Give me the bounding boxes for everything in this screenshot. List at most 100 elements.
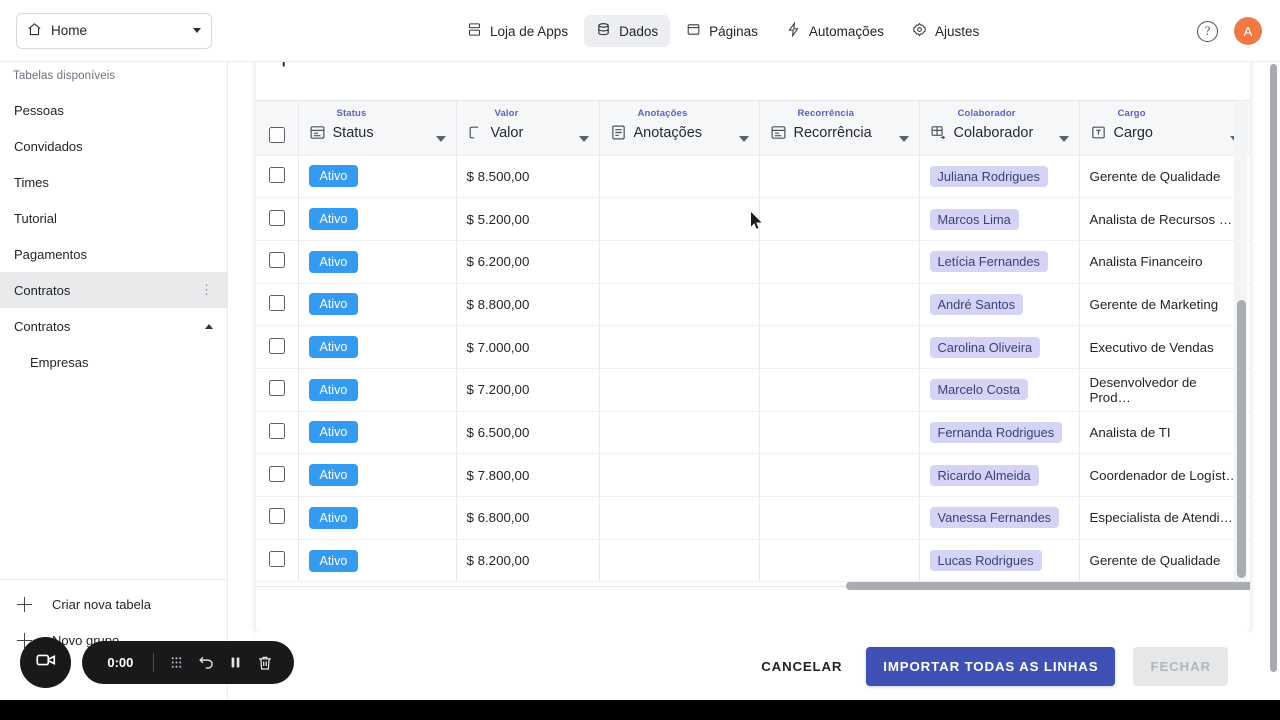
row-checkbox-cell[interactable] bbox=[256, 496, 299, 540]
table-row[interactable]: Ativo $ 6.200,00 Letícia Fernandes Analista… bbox=[256, 240, 1250, 284]
row-checkbox[interactable] bbox=[268, 209, 285, 226]
create-table-button[interactable]: Criar nova tabela bbox=[0, 586, 227, 622]
cell-colaborador[interactable]: Lucas Rodrigues bbox=[919, 539, 1080, 583]
nav-item-paginas[interactable]: Páginas bbox=[674, 15, 770, 47]
row-checkbox-cell[interactable] bbox=[256, 411, 299, 455]
cell-valor[interactable]: $ 7.800,00 bbox=[456, 453, 600, 497]
cell-colaborador[interactable]: Fernanda Rodrigues bbox=[919, 411, 1080, 455]
row-checkbox[interactable] bbox=[268, 337, 285, 354]
cell-recorrencia[interactable] bbox=[759, 283, 920, 327]
cell-cargo[interactable]: Gerente de Qualidade bbox=[1079, 539, 1250, 583]
row-checkbox[interactable] bbox=[268, 252, 285, 269]
table-row[interactable]: Ativo $ 7.800,00 Ricardo Almeida Coordenado… bbox=[256, 453, 1250, 497]
table-row[interactable]: Ativo $ 6.500,00 Fernanda Rodrigues Analist… bbox=[256, 411, 1250, 455]
sidebar-item-contratos[interactable]: Contratos ⋮ bbox=[0, 272, 227, 308]
chevron-down-icon[interactable] bbox=[738, 135, 749, 142]
cell-colaborador[interactable]: André Santos bbox=[919, 283, 1080, 327]
cell-anotacoes[interactable] bbox=[599, 496, 760, 540]
row-checkbox-cell[interactable] bbox=[256, 283, 299, 327]
cell-anotacoes[interactable] bbox=[599, 453, 760, 497]
cell-anotacoes[interactable] bbox=[599, 411, 760, 455]
table-row[interactable]: Ativo $ 8.800,00 André Santos Gerente de Ma… bbox=[256, 283, 1250, 327]
column-select-all[interactable] bbox=[256, 101, 299, 156]
cell-status[interactable]: Ativo bbox=[298, 539, 457, 583]
row-checkbox[interactable] bbox=[268, 380, 285, 397]
cell-colaborador[interactable]: Marcelo Costa bbox=[919, 368, 1080, 412]
chevron-up-icon[interactable] bbox=[205, 323, 213, 329]
recorder-camera-button[interactable] bbox=[20, 637, 71, 688]
row-checkbox-cell[interactable] bbox=[256, 325, 299, 369]
cell-cargo[interactable]: Gerente de Marketing bbox=[1079, 283, 1250, 327]
table-horizontal-scrollbar-thumb[interactable] bbox=[846, 582, 1250, 590]
cell-status[interactable]: Ativo bbox=[298, 240, 457, 284]
cell-colaborador[interactable]: Vanessa Fernandes bbox=[919, 496, 1080, 540]
pause-icon[interactable] bbox=[221, 654, 251, 671]
row-checkbox-cell[interactable] bbox=[256, 240, 299, 284]
table-row[interactable]: Ativo $ 8.200,00 Lucas Rodrigues Gerente de… bbox=[256, 539, 1250, 583]
cell-valor[interactable]: $ 6.800,00 bbox=[456, 496, 600, 540]
table-row[interactable]: Ativo $ 8.500,00 Juliana Rodrigues Gerente … bbox=[256, 155, 1250, 199]
column-header-recorrencia[interactable]: Recorrência Recorrência bbox=[759, 101, 920, 156]
more-options-icon[interactable]: ⋮ bbox=[200, 282, 213, 297]
cell-cargo[interactable]: Analista Financeiro bbox=[1079, 240, 1250, 284]
cell-anotacoes[interactable] bbox=[599, 155, 760, 199]
nav-item-ajustes[interactable]: Ajustes bbox=[900, 15, 991, 47]
row-checkbox-cell[interactable] bbox=[256, 155, 299, 199]
cell-colaborador[interactable]: Juliana Rodrigues bbox=[919, 155, 1080, 199]
cell-valor[interactable]: $ 8.800,00 bbox=[456, 283, 600, 327]
cell-valor[interactable]: $ 6.200,00 bbox=[456, 240, 600, 284]
close-button[interactable]: FECHAR bbox=[1133, 646, 1228, 686]
table-row[interactable]: Ativo $ 5.200,00 Marcos Lima Analista de Re… bbox=[256, 197, 1250, 241]
cell-cargo[interactable]: Executivo de Vendas bbox=[1079, 325, 1250, 369]
import-all-rows-button[interactable]: IMPORTAR TODAS AS LINHAS bbox=[866, 646, 1116, 686]
nav-item-automacoes[interactable]: Automações bbox=[774, 15, 896, 47]
chevron-down-icon[interactable] bbox=[435, 135, 446, 142]
table-vertical-scrollbar-thumb[interactable] bbox=[1236, 300, 1246, 578]
cell-valor[interactable]: $ 6.500,00 bbox=[456, 411, 600, 455]
select-all-checkbox[interactable] bbox=[268, 126, 285, 143]
cell-status[interactable]: Ativo bbox=[298, 325, 457, 369]
cell-status[interactable]: Ativo bbox=[298, 368, 457, 412]
cell-cargo[interactable]: Analista de Recursos … bbox=[1079, 197, 1250, 241]
chevron-down-icon[interactable] bbox=[578, 135, 589, 142]
table-row[interactable]: Ativo $ 6.800,00 Vanessa Fernandes Especial… bbox=[256, 496, 1250, 540]
sidebar-item-convidados[interactable]: Convidados bbox=[0, 128, 227, 164]
cell-cargo[interactable]: Especialista de Atendi… bbox=[1079, 496, 1250, 540]
row-checkbox[interactable] bbox=[268, 422, 285, 439]
cell-anotacoes[interactable] bbox=[599, 325, 760, 369]
sidebar-item-tutorial[interactable]: Tutorial bbox=[0, 200, 227, 236]
row-checkbox[interactable] bbox=[268, 166, 285, 183]
page-scrollbar-thumb[interactable] bbox=[1270, 64, 1277, 672]
cell-valor[interactable]: $ 7.000,00 bbox=[456, 325, 600, 369]
cell-recorrencia[interactable] bbox=[759, 453, 920, 497]
cell-status[interactable]: Ativo bbox=[298, 155, 457, 199]
row-checkbox-cell[interactable] bbox=[256, 453, 299, 497]
cell-status[interactable]: Ativo bbox=[298, 283, 457, 327]
column-header-anotacoes[interactable]: Anotações Anotações bbox=[599, 101, 760, 156]
cell-colaborador[interactable]: Ricardo Almeida bbox=[919, 453, 1080, 497]
cell-recorrencia[interactable] bbox=[759, 411, 920, 455]
undo-icon[interactable] bbox=[191, 653, 221, 672]
row-checkbox-cell[interactable] bbox=[256, 539, 299, 583]
cell-status[interactable]: Ativo bbox=[298, 453, 457, 497]
column-header-valor[interactable]: Valor Valor bbox=[456, 101, 600, 156]
cell-colaborador[interactable]: Marcos Lima bbox=[919, 197, 1080, 241]
cell-recorrencia[interactable] bbox=[759, 240, 920, 284]
cell-status[interactable]: Ativo bbox=[298, 496, 457, 540]
nav-item-loja-de-apps[interactable]: Loja de Apps bbox=[455, 15, 580, 47]
chevron-down-icon[interactable] bbox=[193, 28, 201, 33]
avatar[interactable]: A bbox=[1234, 17, 1262, 45]
cell-valor[interactable]: $ 8.500,00 bbox=[456, 155, 600, 199]
cell-valor[interactable]: $ 7.200,00 bbox=[456, 368, 600, 412]
row-checkbox[interactable] bbox=[268, 294, 285, 311]
cell-colaborador[interactable]: Letícia Fernandes bbox=[919, 240, 1080, 284]
cell-recorrencia[interactable] bbox=[759, 155, 920, 199]
column-header-cargo[interactable]: Cargo Cargo bbox=[1079, 101, 1250, 156]
cell-cargo[interactable]: Coordenador de Logíst… bbox=[1079, 453, 1250, 497]
row-checkbox[interactable] bbox=[268, 551, 285, 568]
row-checkbox-cell[interactable] bbox=[256, 368, 299, 412]
sidebar-item-pessoas[interactable]: Pessoas bbox=[0, 92, 227, 128]
cell-recorrencia[interactable] bbox=[759, 539, 920, 583]
table-row[interactable]: Ativo $ 7.000,00 Carolina Oliveira Executiv… bbox=[256, 325, 1250, 369]
row-checkbox[interactable] bbox=[268, 508, 285, 525]
